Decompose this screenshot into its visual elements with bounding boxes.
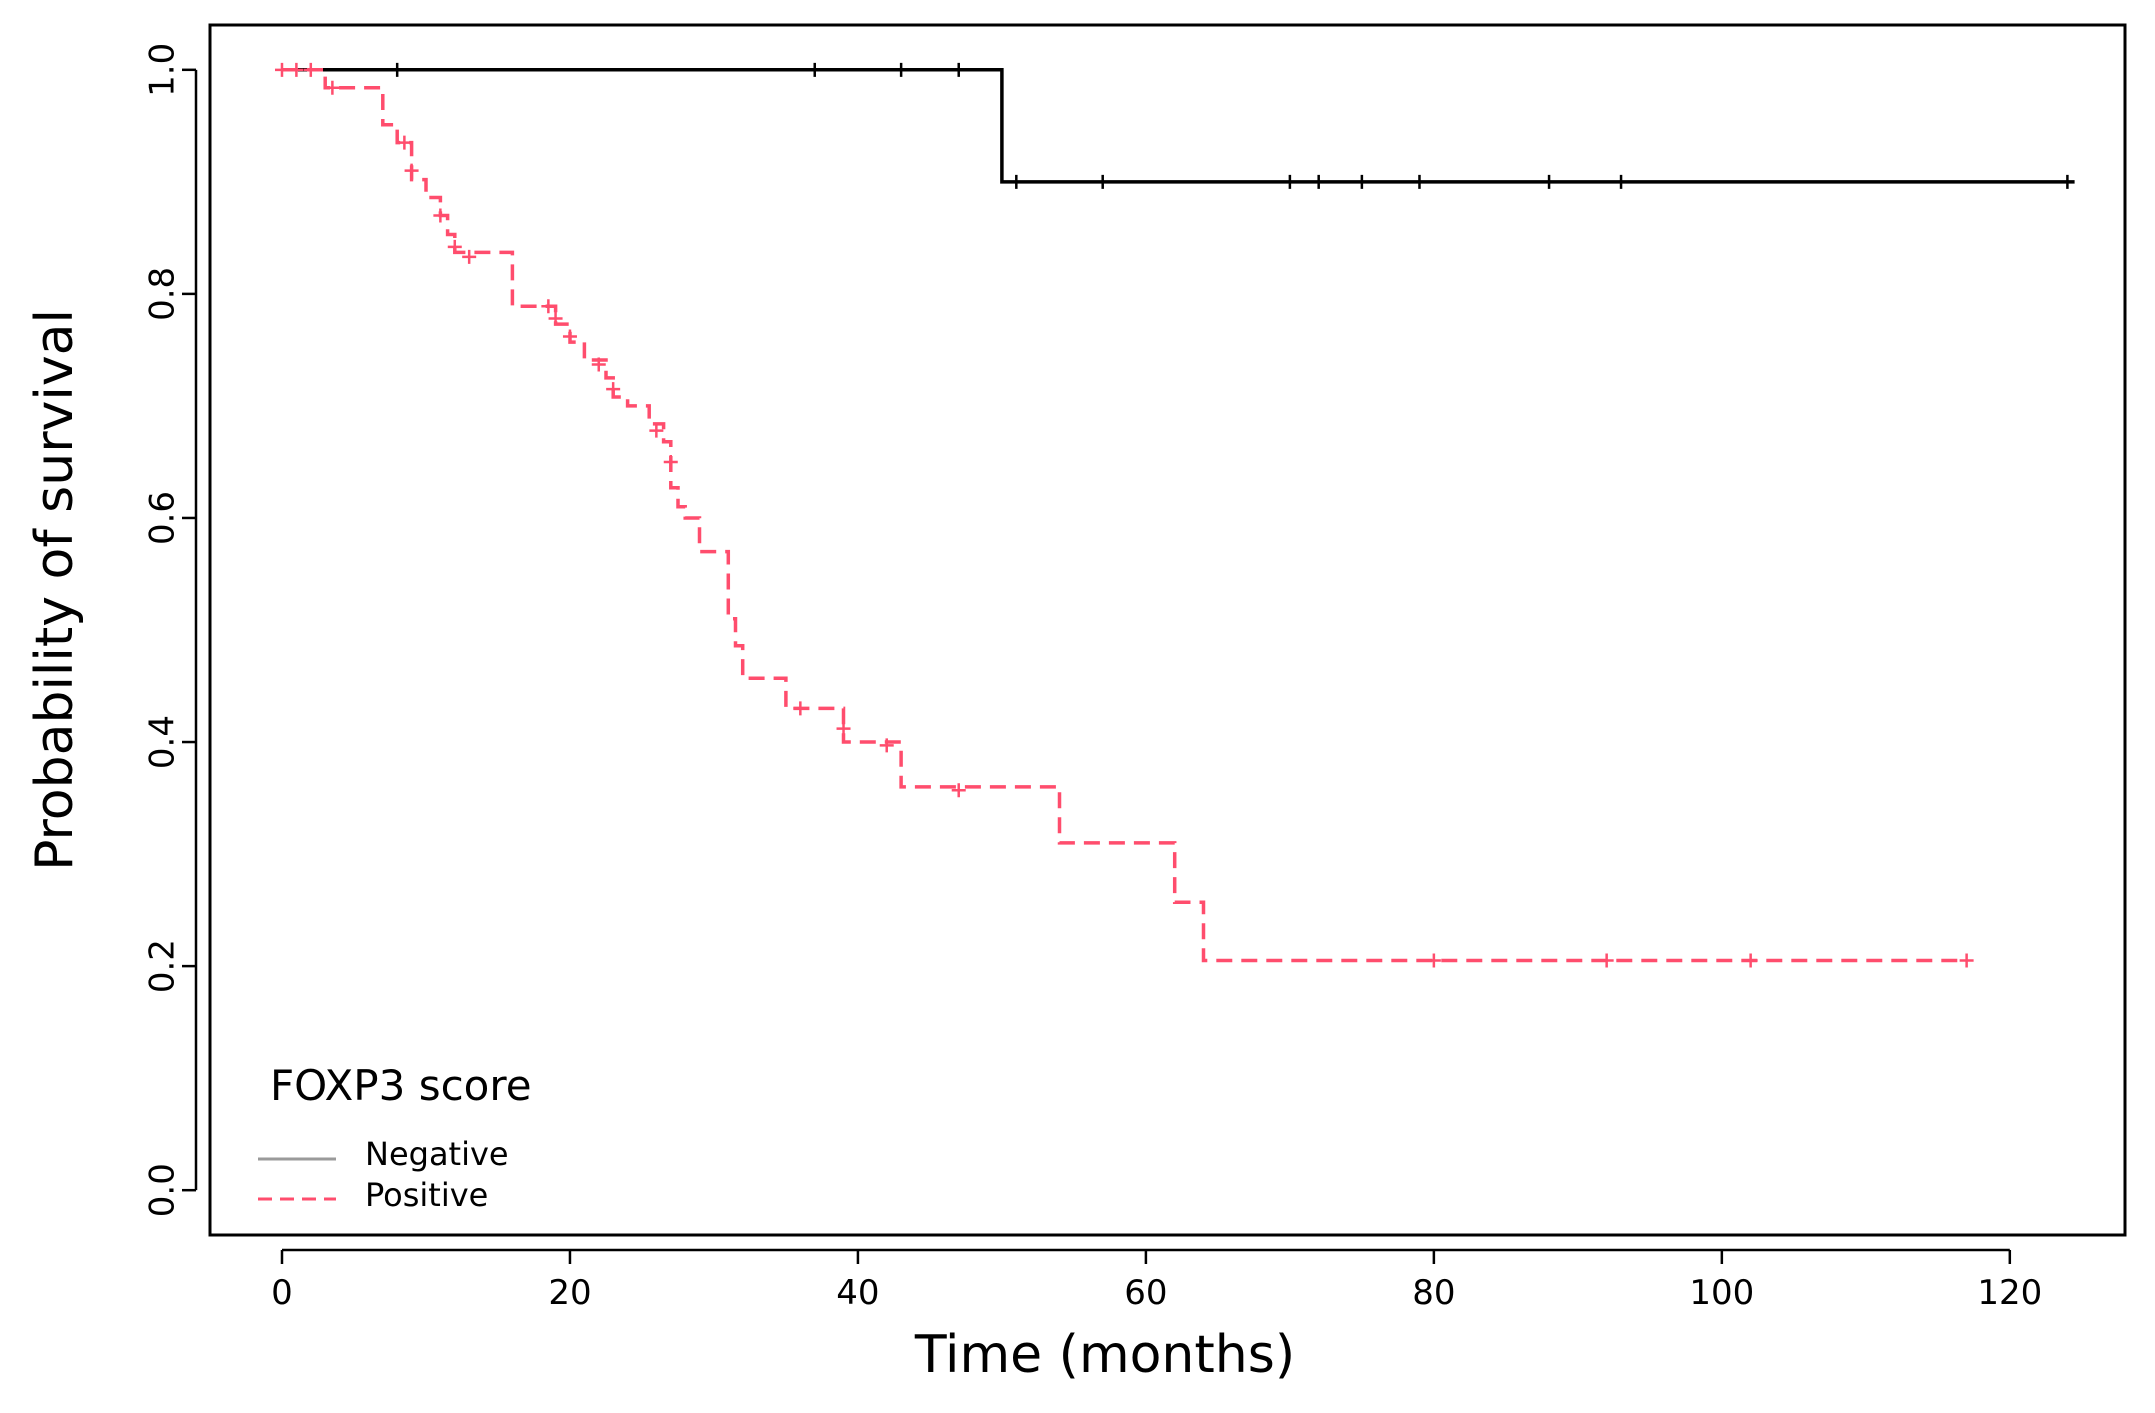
x-tick-label: 20: [548, 1273, 591, 1313]
censor-mark-negative: [1009, 174, 1024, 189]
legend-label-positive: Positive: [365, 1176, 488, 1214]
y-tick-label: 0.2: [143, 939, 183, 993]
y-tick-label: 0.0: [143, 1163, 183, 1217]
censor-mark-negative: [1412, 174, 1427, 189]
censor-mark-negative: [1354, 174, 1369, 189]
x-tick-label: 120: [1977, 1273, 2042, 1313]
censor-mark-positive: [793, 701, 808, 716]
censor-mark-positive: [606, 382, 621, 397]
series-line-negative: [282, 68, 2075, 184]
series-line-positive: [282, 68, 1967, 963]
censor-mark-positive: [1599, 953, 1614, 968]
censor-mark-negative: [1614, 174, 1629, 189]
series-layer: [274, 62, 2075, 968]
censor-mark-negative: [894, 62, 909, 77]
censor-mark-positive: [1743, 953, 1758, 968]
x-tick-label: 40: [836, 1273, 879, 1313]
censor-mark-positive: [951, 783, 966, 798]
censor-mark-positive: [274, 62, 289, 77]
censor-mark-positive: [879, 738, 894, 753]
censor-mark-positive: [404, 163, 419, 178]
y-axis-title: Probability of survival: [25, 309, 85, 871]
censor-mark-positive: [562, 329, 577, 344]
censor-mark-positive: [1426, 953, 1441, 968]
censor-mark-positive: [836, 721, 851, 736]
y-tick-label: 0.8: [143, 267, 183, 321]
x-tick-label: 80: [1412, 1273, 1455, 1313]
censor-mark-negative: [1542, 174, 1557, 189]
legend-label-negative: Negative: [365, 1135, 509, 1173]
censor-mark-positive: [433, 208, 448, 223]
x-tick-label: 60: [1124, 1273, 1167, 1313]
y-axis: 0.0 0.2 0.4 0.6 0.8 1.0: [143, 43, 198, 1217]
censor-mark-negative: [951, 62, 966, 77]
censor-mark-negative: [390, 62, 405, 77]
x-tick-label: 0: [271, 1273, 293, 1313]
censor-mark-positive: [289, 62, 304, 77]
censor-mark-positive: [397, 135, 412, 150]
censor-mark-positive: [462, 249, 477, 264]
censor-mark-positive: [591, 357, 606, 372]
x-axis-title: Time (months): [914, 1325, 1295, 1385]
legend-title: FOXP3 score: [270, 1061, 532, 1110]
legend: FOXP3 score Negative Positive: [258, 1061, 532, 1214]
x-tick-label: 100: [1689, 1273, 1754, 1313]
y-tick-label: 0.4: [143, 715, 183, 769]
censor-mark-negative: [807, 62, 822, 77]
censor-mark-negative: [1282, 174, 1297, 189]
censor-mark-negative: [1311, 174, 1326, 189]
censor-mark-positive: [1959, 953, 1974, 968]
y-tick-label: 1.0: [143, 43, 183, 97]
x-axis: 0 20 40 60 80 100 120: [271, 1248, 2042, 1313]
y-tick-label: 0.6: [143, 491, 183, 545]
censor-mark-positive: [548, 311, 563, 326]
plot-frame: [208, 23, 2127, 1237]
censor-mark-positive: [447, 239, 462, 254]
censor-mark-positive: [303, 62, 318, 77]
censor-mark-positive: [663, 454, 678, 469]
censor-mark-negative: [2060, 174, 2075, 189]
censor-mark-negative: [1095, 174, 1110, 189]
censor-mark-positive: [541, 299, 556, 314]
censor-mark-positive: [325, 80, 340, 95]
censor-mark-positive: [649, 423, 664, 438]
